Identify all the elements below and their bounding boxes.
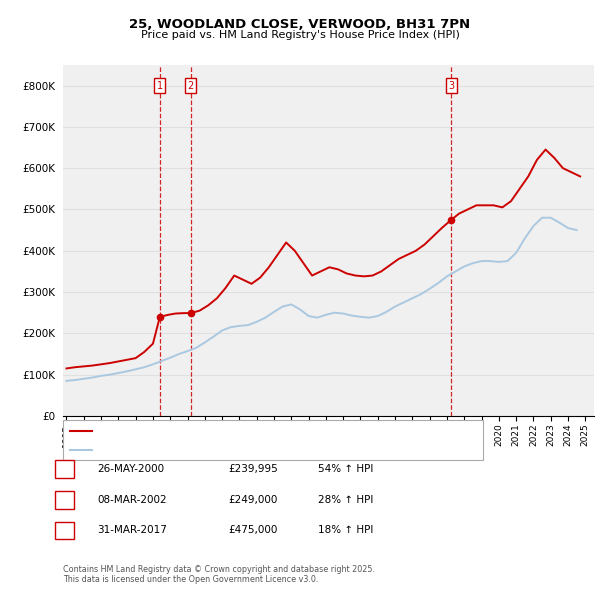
Text: 18% ↑ HPI: 18% ↑ HPI	[318, 526, 373, 535]
Text: £249,000: £249,000	[228, 495, 277, 504]
Text: 26-MAY-2000: 26-MAY-2000	[97, 464, 164, 474]
Text: £475,000: £475,000	[228, 526, 277, 535]
Text: 25, WOODLAND CLOSE, VERWOOD, BH31 7PN (detached house): 25, WOODLAND CLOSE, VERWOOD, BH31 7PN (d…	[98, 427, 414, 437]
Text: 1: 1	[61, 464, 68, 474]
Text: Contains HM Land Registry data © Crown copyright and database right 2025.
This d: Contains HM Land Registry data © Crown c…	[63, 565, 375, 584]
Text: £239,995: £239,995	[228, 464, 278, 474]
Text: 1: 1	[157, 81, 163, 90]
Text: 54% ↑ HPI: 54% ↑ HPI	[318, 464, 373, 474]
Text: 2: 2	[61, 495, 68, 504]
Text: 25, WOODLAND CLOSE, VERWOOD, BH31 7PN: 25, WOODLAND CLOSE, VERWOOD, BH31 7PN	[130, 18, 470, 31]
Text: 28% ↑ HPI: 28% ↑ HPI	[318, 495, 373, 504]
Text: 3: 3	[448, 81, 454, 90]
Text: 31-MAR-2017: 31-MAR-2017	[97, 526, 167, 535]
Text: 08-MAR-2002: 08-MAR-2002	[97, 495, 167, 504]
Text: HPI: Average price, detached house, Dorset: HPI: Average price, detached house, Dors…	[98, 445, 311, 455]
Text: 2: 2	[188, 81, 194, 90]
Text: Price paid vs. HM Land Registry's House Price Index (HPI): Price paid vs. HM Land Registry's House …	[140, 30, 460, 40]
Text: 3: 3	[61, 526, 68, 535]
